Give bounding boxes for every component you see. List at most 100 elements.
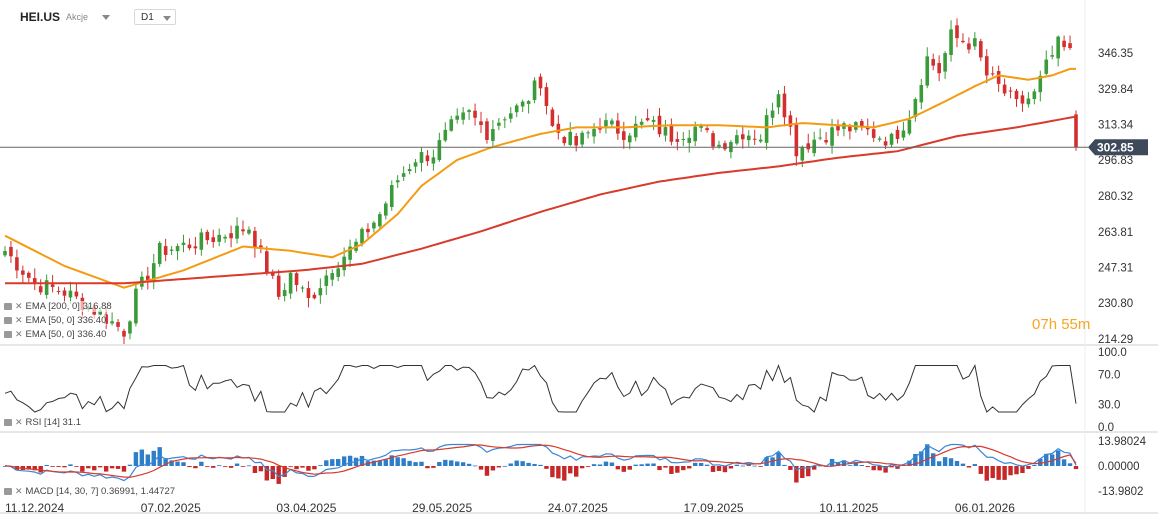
settings-icon[interactable] bbox=[4, 303, 12, 310]
candle-body bbox=[937, 63, 941, 74]
date-tick-label: 17.09.2025 bbox=[684, 501, 744, 515]
macd-bar bbox=[645, 463, 650, 466]
legend-ema50[interactable]: ✕ EMA [50, 0] 336.40 bbox=[4, 315, 107, 326]
candle-body bbox=[848, 126, 852, 132]
macd-bar bbox=[1008, 466, 1013, 476]
close-icon[interactable]: ✕ bbox=[15, 329, 23, 339]
candle-body bbox=[467, 110, 471, 113]
macd-bar bbox=[466, 463, 472, 466]
symbol-label[interactable]: HEI.US bbox=[20, 10, 61, 24]
candle-body bbox=[306, 288, 311, 298]
candle-body bbox=[746, 135, 751, 141]
settings-icon[interactable] bbox=[4, 317, 12, 324]
candle-body bbox=[663, 127, 668, 136]
candle-body bbox=[449, 119, 454, 131]
candle-body bbox=[639, 121, 644, 125]
macd-bar bbox=[419, 461, 424, 466]
macd-bar bbox=[585, 466, 591, 467]
close-icon[interactable]: ✕ bbox=[15, 301, 23, 311]
legend-ema200[interactable]: ✕ EMA [200, 0] 316.88 bbox=[4, 301, 112, 312]
candle-body bbox=[508, 113, 513, 119]
timeframe-select[interactable]: D1 bbox=[134, 9, 176, 25]
macd-bar bbox=[199, 461, 204, 466]
legend-macd[interactable]: ✕ MACD [14, 30, 7] 0.36991, 1.44727 bbox=[4, 486, 176, 497]
macd-bar bbox=[1044, 453, 1049, 466]
macd-bar bbox=[306, 466, 311, 471]
candle-body bbox=[764, 115, 769, 143]
settings-icon[interactable] bbox=[4, 488, 12, 495]
date-tick-label: 06.01.2026 bbox=[955, 501, 1015, 515]
candle-body bbox=[21, 270, 25, 275]
candle-body bbox=[134, 288, 138, 324]
macd-bar bbox=[193, 466, 198, 469]
macd-bar bbox=[746, 463, 751, 466]
macd-bar bbox=[562, 466, 567, 481]
macd-bar bbox=[401, 458, 406, 466]
macd-bar bbox=[710, 466, 716, 472]
candle-body bbox=[990, 73, 995, 75]
macd-bar bbox=[347, 455, 353, 466]
candle-body bbox=[526, 101, 531, 104]
macd-bar bbox=[698, 462, 704, 466]
macd-bar bbox=[550, 466, 555, 478]
candle-body bbox=[270, 273, 275, 276]
candle-body bbox=[503, 119, 507, 121]
macd-line bbox=[4, 443, 1077, 482]
date-tick-label: 07.02.2025 bbox=[141, 501, 201, 515]
macd-bar bbox=[258, 466, 264, 472]
candle-body bbox=[758, 139, 763, 142]
symbol-dropdown-icon[interactable] bbox=[102, 14, 111, 20]
macd-tick-label: 13.98024 bbox=[1098, 436, 1147, 448]
price-tick-label: 214.29 bbox=[1098, 334, 1133, 346]
candle-body bbox=[425, 155, 430, 162]
candle-body bbox=[675, 139, 680, 142]
close-icon[interactable]: ✕ bbox=[15, 417, 23, 427]
candle-body bbox=[871, 129, 876, 138]
legend-rsi[interactable]: ✕ RSI [14] 31.1 bbox=[4, 417, 81, 428]
chevron-down-icon bbox=[163, 16, 171, 21]
candle-body bbox=[717, 144, 721, 147]
candle-body bbox=[413, 162, 418, 167]
candle-body bbox=[288, 272, 293, 294]
candle-body bbox=[50, 284, 55, 287]
macd-bar bbox=[98, 466, 103, 468]
macd-bar bbox=[282, 466, 287, 477]
macd-bar bbox=[657, 466, 662, 471]
candle-body bbox=[443, 129, 448, 141]
candle-body bbox=[836, 124, 840, 131]
macd-bar bbox=[954, 460, 960, 466]
candle-body bbox=[259, 245, 263, 248]
candle-body bbox=[651, 119, 656, 122]
macd-bar bbox=[217, 465, 222, 467]
macd-bar bbox=[996, 466, 1001, 480]
macd-bar bbox=[407, 460, 412, 466]
price-tick-label: 346.35 bbox=[1098, 48, 1133, 60]
macd-bar bbox=[681, 466, 686, 471]
candle-body bbox=[276, 275, 281, 297]
candle-body bbox=[62, 290, 67, 296]
candle-body bbox=[860, 121, 864, 127]
macd-bar bbox=[14, 466, 20, 471]
price-tick-label: 263.81 bbox=[1098, 227, 1133, 239]
legend-ema50-2[interactable]: ✕ EMA [50, 0] 336.40 bbox=[4, 329, 107, 340]
settings-icon[interactable] bbox=[4, 419, 12, 426]
macd-bar bbox=[496, 466, 502, 468]
current-price-tag bbox=[1088, 139, 1148, 156]
macd-bar bbox=[1067, 463, 1073, 466]
price-tick-label: 230.80 bbox=[1098, 298, 1133, 310]
candle-body bbox=[538, 76, 543, 89]
macd-bar bbox=[847, 465, 853, 466]
candle-body bbox=[389, 185, 394, 207]
ema50-line bbox=[4, 67, 1076, 289]
settings-icon[interactable] bbox=[4, 331, 12, 338]
candle-body bbox=[366, 228, 370, 233]
candle-body bbox=[741, 134, 745, 140]
candle-body bbox=[169, 249, 174, 251]
candle-body bbox=[770, 110, 775, 118]
close-icon[interactable]: ✕ bbox=[15, 486, 23, 496]
close-icon[interactable]: ✕ bbox=[15, 315, 23, 325]
macd-bar bbox=[151, 450, 156, 466]
candle-body bbox=[372, 222, 376, 229]
date-tick-label: 03.04.2025 bbox=[276, 501, 336, 515]
